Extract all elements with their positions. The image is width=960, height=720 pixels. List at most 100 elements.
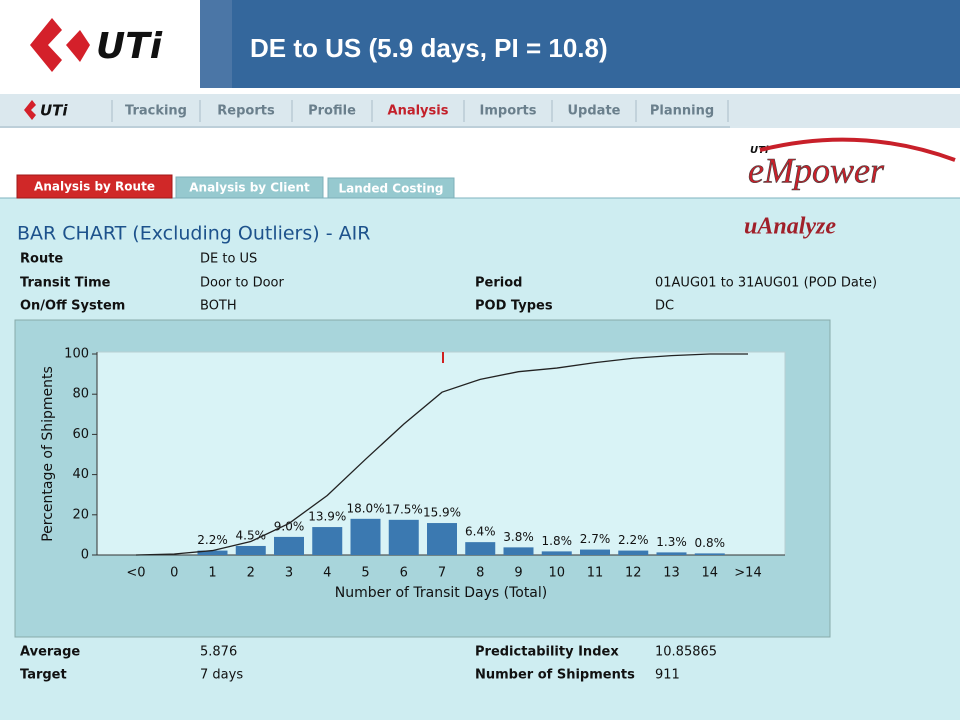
field-label: Average: [20, 645, 80, 660]
value-label: 1.3%: [656, 535, 687, 549]
x-tick-label: 13: [663, 566, 680, 581]
value-label: 13.9%: [308, 510, 346, 524]
logo-mark: [30, 18, 90, 72]
field-value: 5.876: [200, 645, 237, 660]
tab-label[interactable]: Analysis by Route: [34, 180, 155, 194]
tab-label[interactable]: Landed Costing: [339, 182, 444, 196]
bar: [350, 518, 381, 555]
x-tick-label: 2: [247, 566, 255, 581]
tab[interactable]: [327, 177, 455, 199]
value-label: 2.2%: [197, 533, 228, 547]
header-bar: [232, 0, 960, 88]
nav-logo-mark: [24, 100, 36, 120]
tab[interactable]: [175, 176, 324, 199]
header-gap: [0, 88, 960, 94]
field-value: Door to Door: [200, 276, 284, 291]
field-value: 10.85865: [655, 645, 717, 660]
x-tick-label: 11: [587, 566, 604, 581]
nav-item[interactable]: Imports: [480, 104, 537, 119]
bar: [580, 549, 610, 555]
nav-item[interactable]: Reports: [217, 104, 275, 119]
x-tick-label: 10: [548, 566, 565, 581]
brand-swoosh: [759, 137, 956, 162]
value-label: 1.8%: [542, 534, 573, 548]
page-title: DE to US (5.9 days, PI = 10.8): [250, 33, 608, 63]
field-label: POD Types: [475, 299, 553, 314]
nav-item[interactable]: Update: [568, 104, 621, 119]
x-tick-label: 5: [361, 566, 369, 581]
nav-item[interactable]: Planning: [650, 104, 714, 119]
bar: [465, 542, 496, 555]
field-label: Period: [475, 276, 522, 291]
brand-module: uAnalyze: [744, 214, 836, 240]
field-label: On/Off System: [20, 299, 125, 314]
nav-item[interactable]: Tracking: [125, 104, 187, 119]
y-tick-label: 80: [72, 387, 89, 402]
field-value: 01AUG01 to 31AUG01 (POD Date): [655, 276, 877, 291]
value-label: 9.0%: [274, 519, 305, 533]
report-title: BAR CHART (Excluding Outliers) - AIR: [17, 223, 370, 245]
field-label: Route: [20, 252, 63, 267]
tab[interactable]: [16, 174, 173, 199]
bar: [656, 552, 687, 555]
x-tick-label: 0: [170, 566, 178, 581]
value-label: 4.5%: [236, 528, 267, 542]
y-tick-label: 20: [72, 507, 89, 522]
value-label: 3.8%: [503, 530, 534, 544]
brand-product: eMpower: [748, 150, 885, 190]
nav-bar: [0, 94, 960, 128]
x-tick-label: 4: [323, 566, 331, 581]
nav-logo: UTi: [40, 102, 68, 120]
value-label: 2.2%: [618, 533, 649, 547]
y-tick-label: 60: [72, 427, 89, 442]
y-tick-label: 0: [81, 548, 89, 563]
value-label: 6.4%: [465, 525, 496, 539]
value-label: 15.9%: [423, 506, 461, 520]
x-tick-label: 9: [514, 566, 522, 581]
value-label: 18.0%: [346, 501, 384, 515]
field-label: Predictability Index: [475, 645, 619, 660]
bar: [235, 545, 266, 555]
value-label: 17.5%: [385, 502, 423, 516]
x-axis-label: Number of Transit Days (Total): [335, 585, 547, 601]
x-tick-label: 12: [625, 566, 642, 581]
x-tick-label: 7: [438, 566, 446, 581]
field-value: BOTH: [200, 299, 237, 314]
value-label: 2.7%: [580, 532, 611, 546]
field-value: DC: [655, 299, 674, 314]
value-label: 0.8%: [695, 536, 726, 550]
nav-item[interactable]: Profile: [308, 104, 356, 119]
brand-company: UTi: [750, 145, 769, 156]
bar: [388, 519, 419, 555]
bar: [694, 553, 725, 555]
x-tick-label: <0: [126, 566, 145, 581]
bar: [197, 550, 228, 555]
x-tick-label: 14: [701, 566, 718, 581]
field-label: Transit Time: [20, 276, 111, 291]
header-strip: [200, 0, 232, 88]
x-tick-label: >14: [734, 566, 761, 581]
y-tick-label: 100: [64, 347, 89, 362]
y-axis-label: Percentage of Shipments: [40, 366, 56, 542]
bar: [618, 550, 649, 555]
bar: [541, 551, 572, 555]
field-label: Target: [20, 668, 67, 683]
field-value: DE to US: [200, 252, 257, 267]
cumulative-line: [135, 353, 748, 556]
x-tick-label: 8: [476, 566, 484, 581]
logo-text: UTi: [96, 26, 163, 67]
x-tick-label: 1: [208, 566, 216, 581]
bar: [427, 523, 457, 555]
plot-area: [96, 351, 786, 556]
tab-label[interactable]: Analysis by Client: [189, 181, 310, 195]
y-tick-label: 40: [72, 467, 89, 482]
nav-item[interactable]: Analysis: [388, 104, 449, 119]
bar: [503, 547, 534, 555]
x-tick-label: 6: [400, 566, 408, 581]
bar: [312, 527, 343, 555]
field-value: 911: [655, 668, 680, 683]
field-value: 7 days: [200, 668, 243, 683]
x-tick-label: 3: [285, 566, 293, 581]
